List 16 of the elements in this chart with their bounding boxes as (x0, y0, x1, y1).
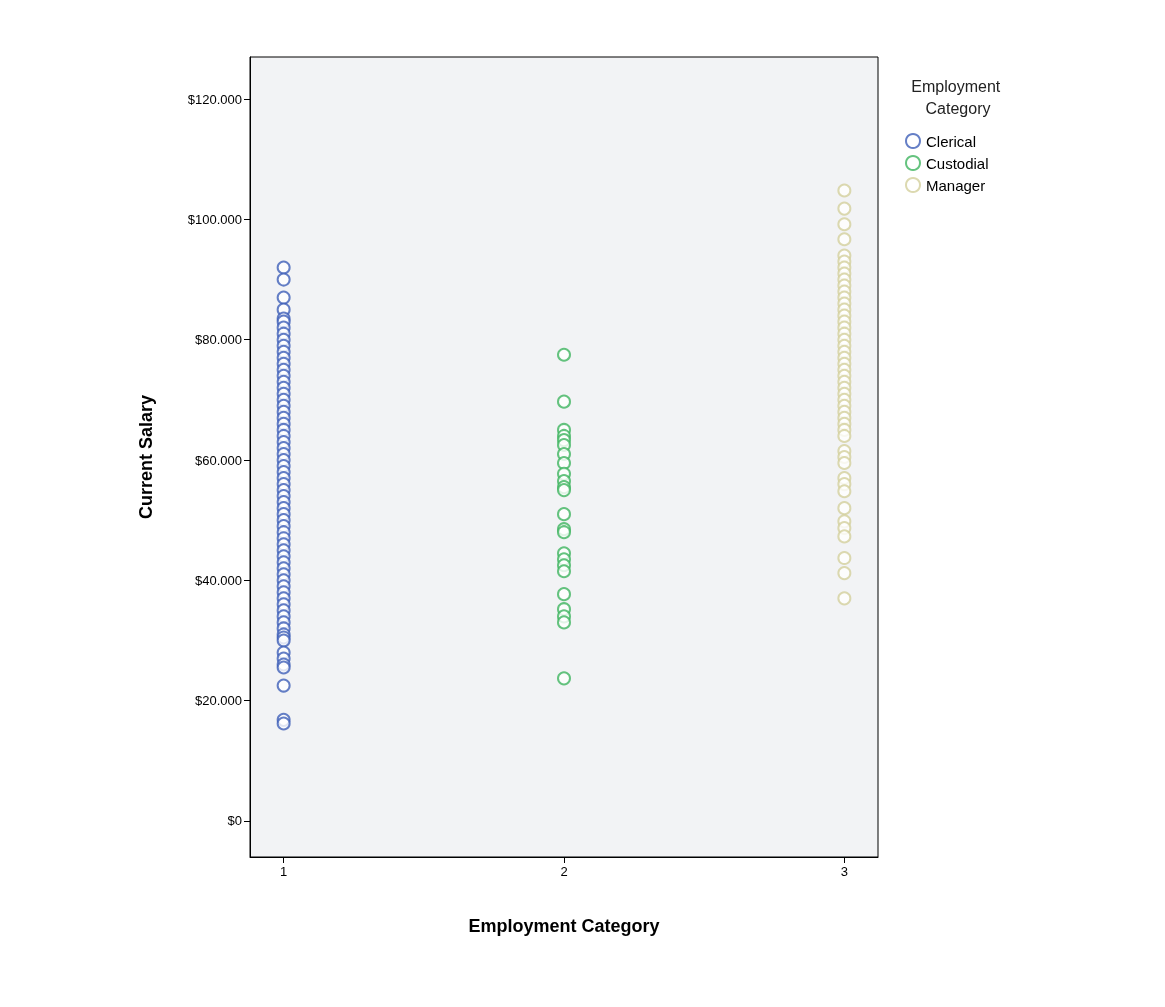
y-tick-label: $100.000 (187, 211, 242, 227)
x-tick-label: 2 (560, 864, 568, 879)
x-axis-title: Employment Category (911, 77, 1005, 117)
legend-label: Manager (926, 176, 986, 194)
y-tick-label: $0 (227, 813, 242, 829)
x-tick-label: 3 (840, 864, 848, 879)
y-tick-label: $60.000 (195, 452, 242, 468)
legend-label: Clerical (926, 132, 977, 150)
y-axis-title: Current Salary (136, 394, 156, 520)
y-tick-label: $40.000 (195, 572, 242, 588)
x-tick-label: 1 (280, 864, 288, 879)
y-tick-label: $120.000 (187, 91, 242, 107)
y-tick-label: $20.000 (195, 693, 242, 709)
legend-title: Employment Category (468, 916, 660, 936)
legend-label: Custodial (926, 154, 989, 172)
y-tick-label: $80.000 (195, 332, 242, 348)
